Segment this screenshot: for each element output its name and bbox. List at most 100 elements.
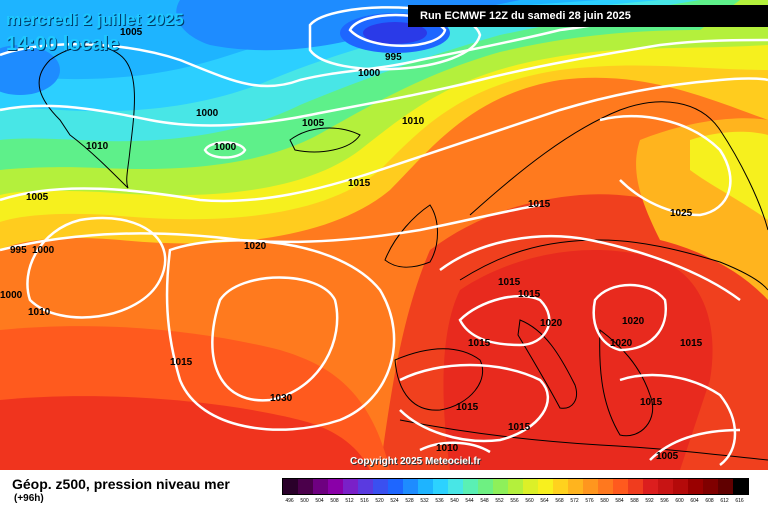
coastlines: [38, 45, 768, 461]
color-scale-labels: 496 500 504 508 512 516 520 524 528 532 536 540 544 5…: [282, 498, 747, 504]
isobar-label: 1000: [214, 142, 237, 153]
scale-tick-label: 544: [465, 498, 474, 504]
isobar-label: 1015: [518, 289, 541, 300]
isobar: [211, 276, 339, 402]
isobar-label: 1015: [348, 178, 371, 189]
isobar: [26, 216, 167, 319]
isobar: [599, 115, 732, 217]
scale-swatch: [523, 479, 538, 494]
scale-tick-label: 592: [645, 498, 654, 504]
scale-swatch: [583, 479, 598, 494]
isobar-label: 1005: [120, 27, 143, 38]
scale-swatch: [433, 479, 448, 494]
scale-swatch: [508, 479, 523, 494]
isobar-label: 1000: [0, 290, 23, 301]
isobar-label: 995: [10, 245, 27, 256]
scale-tick-label: 496: [285, 498, 294, 504]
z500-band: [443, 250, 713, 470]
isobar-label: 1010: [402, 116, 425, 127]
forecast-time: 14:00 locale: [6, 33, 120, 55]
scale-tick-label: 596: [660, 498, 669, 504]
z500-band: [690, 131, 768, 220]
z500-band: [0, 0, 600, 80]
scandinavia-coast: [469, 101, 768, 231]
forecast-date: mercredi 2 juillet 2025: [6, 10, 184, 29]
greenland-coast: [38, 45, 135, 189]
scale-tick-label: 612: [720, 498, 729, 504]
scale-tick-label: 540: [450, 498, 459, 504]
scale-tick-label: 564: [540, 498, 549, 504]
low-center: [0, 45, 60, 95]
isobar-label: 1010: [28, 307, 51, 318]
isobar-label: 995: [385, 52, 402, 63]
isobar-label: 1015: [498, 277, 521, 288]
isobar: [165, 239, 396, 431]
forecast-map: 1005 995 1000 1000 1005 1010 1010 1000 1015 1005 1…: [0, 0, 768, 470]
scale-swatch: [718, 479, 733, 494]
scale-tick-label: 504: [315, 498, 324, 504]
iceland-coast: [289, 127, 361, 153]
scale-tick-label: 600: [675, 498, 684, 504]
scale-tick-label: 532: [420, 498, 429, 504]
scale-swatch: [358, 479, 373, 494]
scale-tick-label: 568: [555, 498, 564, 504]
isobar: [0, 77, 768, 203]
isobar: [308, 6, 482, 71]
isobar-label: 1010: [436, 443, 459, 454]
scale-swatch: [373, 479, 388, 494]
scale-swatch: [658, 479, 673, 494]
isobar: [0, 38, 768, 127]
z500-band: [0, 396, 370, 470]
isobar: [619, 373, 737, 466]
scale-swatch: [703, 479, 718, 494]
isobar-label: 1000: [196, 108, 219, 119]
run-info-label: Run ECMWF 12Z du samedi 28 juin 2025: [408, 5, 768, 27]
scale-swatch: [688, 479, 703, 494]
scale-swatch: [343, 479, 358, 494]
scale-swatch: [478, 479, 493, 494]
isobar-label: 1015: [640, 397, 663, 408]
scale-swatch: [598, 479, 613, 494]
scale-tick-label: 588: [630, 498, 639, 504]
isobar: [0, 203, 541, 252]
scale-swatch: [643, 479, 658, 494]
isobar-label: 1015: [508, 422, 531, 433]
isobar-label: 1020: [244, 241, 267, 252]
scale-tick-label: 608: [705, 498, 714, 504]
scale-tick-label: 516: [360, 498, 369, 504]
isobar-label: 1030: [270, 393, 293, 404]
scale-swatch: [298, 479, 313, 494]
isobar: [399, 363, 550, 443]
isobar-label: 1015: [468, 338, 491, 349]
scale-tick-label: 556: [510, 498, 519, 504]
iberia-coast: [394, 348, 484, 411]
north-africa-coast: [399, 419, 768, 461]
isobar: [419, 441, 491, 454]
isobar-label: 1020: [622, 316, 645, 327]
scale-tick-label: 580: [600, 498, 609, 504]
scale-swatch: [493, 479, 508, 494]
scale-swatch: [328, 479, 343, 494]
scale-tick-label: 604: [690, 498, 699, 504]
isobar-label: 1005: [26, 192, 49, 203]
map-footer: Géop. z500, pression niveau mer (+96h) 4…: [0, 470, 768, 512]
isobar: [0, 8, 701, 88]
isobar: [348, 13, 447, 47]
scale-swatch: [448, 479, 463, 494]
scale-tick-label: 520: [375, 498, 384, 504]
scale-swatch: [673, 479, 688, 494]
isobar-label: 1020: [540, 318, 563, 329]
scale-tick-label: 552: [495, 498, 504, 504]
scale-swatch: [418, 479, 433, 494]
scale-tick-label: 512: [345, 498, 354, 504]
copyright-notice: Copyright 2025 Meteociel.fr: [350, 456, 481, 467]
isobar: [458, 294, 551, 347]
scale-swatch: [553, 479, 568, 494]
scale-swatch: [388, 479, 403, 494]
isobar-label: 1025: [670, 208, 693, 219]
scale-tick-label: 500: [300, 498, 309, 504]
scale-swatch: [403, 479, 418, 494]
balkans-coast: [599, 329, 654, 437]
color-scale: [282, 478, 749, 495]
isobar-label: 1015: [528, 199, 551, 210]
